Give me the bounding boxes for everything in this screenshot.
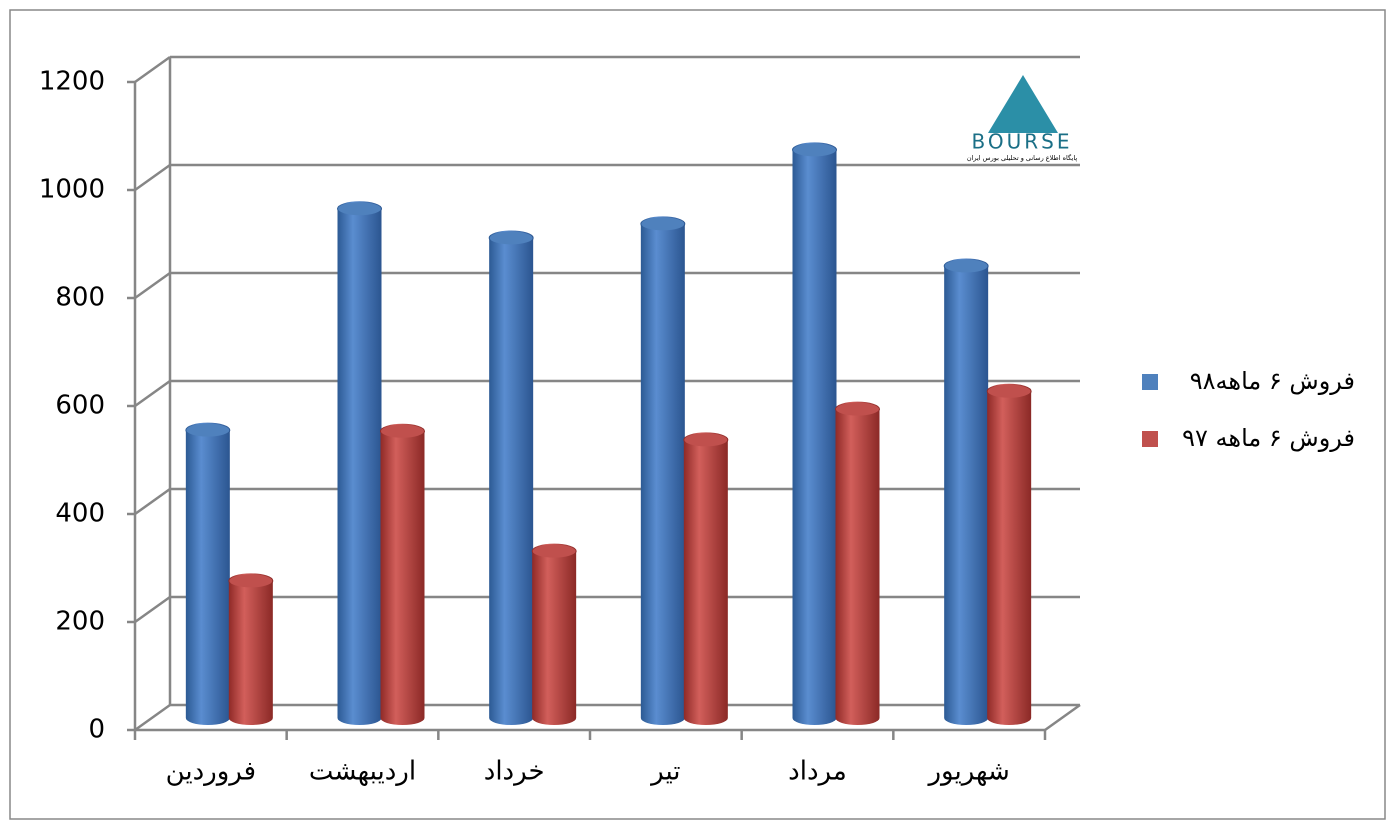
x-tick-label: فروردین	[166, 757, 257, 787]
bar-cap	[792, 142, 837, 158]
x-tick-label: شهریور	[926, 757, 1009, 787]
bar-cap	[337, 201, 382, 217]
x-tick-label: اردیبهشت	[309, 757, 416, 787]
x-tick-label: تیر	[649, 757, 680, 787]
grid-line	[134, 379, 171, 408]
bar	[380, 424, 425, 726]
y-tick-label: 400	[55, 499, 105, 529]
bar	[337, 201, 382, 726]
bar-cap	[943, 258, 989, 274]
bar	[683, 432, 728, 725]
bar-cap	[531, 543, 577, 559]
grid-line	[134, 703, 171, 732]
bar	[532, 544, 577, 726]
bar	[835, 402, 880, 726]
bar	[640, 216, 685, 726]
bar-cap	[228, 573, 274, 589]
logo-triangle	[988, 75, 1058, 133]
bar	[489, 230, 534, 725]
axis-line	[1044, 703, 1081, 732]
bar-cap	[380, 423, 425, 439]
bar-cap	[185, 422, 231, 438]
legend-label: فروش ۶ ماهه ۹۷	[1182, 424, 1355, 452]
y-tick-label: 1000	[39, 175, 105, 205]
y-tick-label: 800	[55, 283, 105, 313]
grid-line	[134, 163, 171, 192]
chart-border	[9, 9, 1386, 820]
logo: BOURSE پایگاه اطلاع رسانی و تحلیلی بورس …	[967, 75, 1078, 162]
bar-cap	[835, 401, 880, 417]
bar	[792, 142, 837, 726]
legend-label: فروش ۶ ماهه۹۸	[1190, 367, 1355, 395]
grid-line	[134, 487, 171, 516]
bar-cap	[986, 383, 1032, 399]
bar	[228, 573, 273, 725]
grid-line	[134, 55, 171, 84]
bar-cap	[683, 432, 729, 448]
y-tick-label: 1200	[39, 67, 105, 97]
bar-cap	[640, 216, 686, 232]
logo-name: BOURSE	[972, 130, 1073, 154]
legend-swatch	[1142, 374, 1158, 390]
y-tick-label: 600	[55, 391, 105, 421]
logo-tagline: پایگاه اطلاع رسانی و تحلیلی بورس ایران	[967, 154, 1078, 162]
grid-line	[134, 271, 171, 300]
x-tick-label: مرداد	[788, 757, 847, 787]
y-tick-label: 200	[55, 607, 105, 637]
x-tick-label: خرداد	[484, 757, 545, 787]
bar	[944, 259, 989, 726]
bar-cap	[488, 230, 534, 246]
legend-swatch	[1142, 431, 1158, 447]
bar	[987, 384, 1032, 725]
y-tick-label: 0	[88, 715, 105, 745]
bar	[185, 423, 230, 726]
grid-line	[134, 595, 171, 624]
